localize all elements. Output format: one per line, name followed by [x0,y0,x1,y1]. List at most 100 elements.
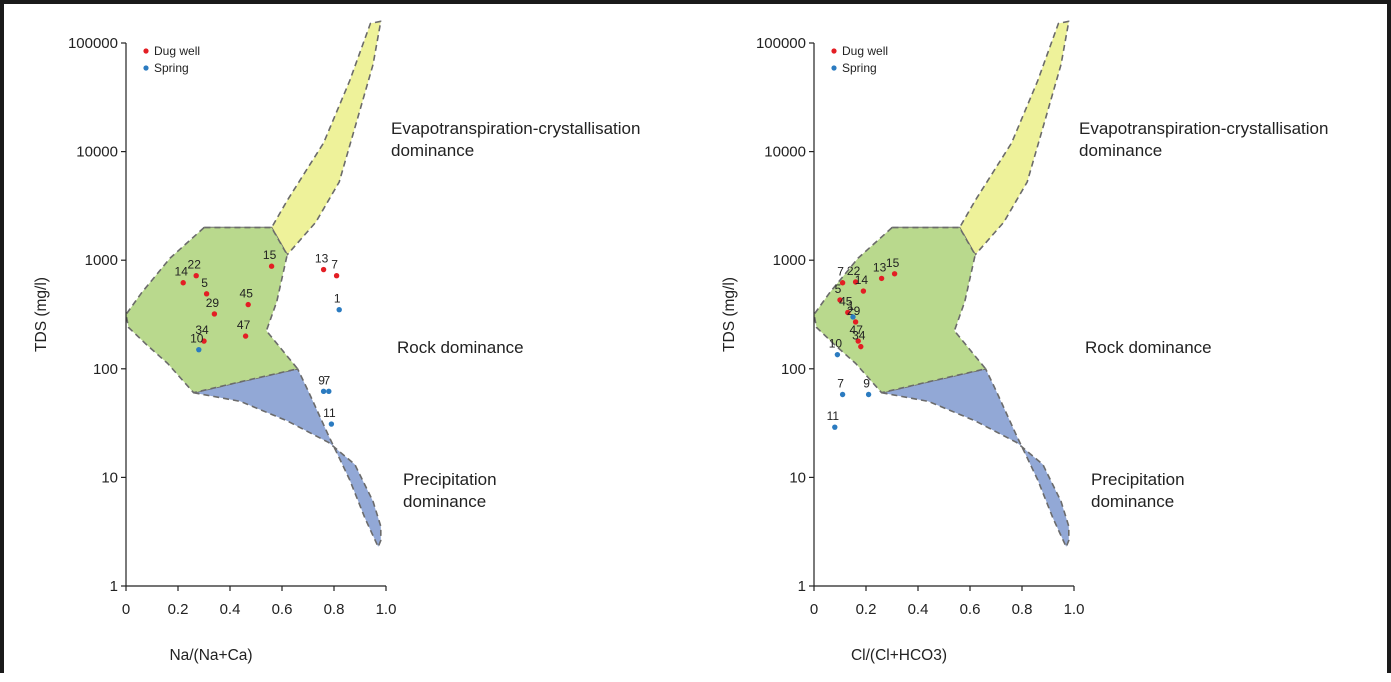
y-tick-label: 10 [789,469,806,486]
dug-well-point [860,288,867,294]
precipitation-region [192,367,382,548]
legend-marker-spring [143,65,149,71]
dug-well-point [180,280,186,286]
point-label: 11 [323,406,336,420]
y-axis-title: TDS (mg/l) [33,277,50,352]
y-tick-label: 1000 [85,252,118,269]
x-tick-label: 1.0 [376,601,397,618]
rock-region [813,226,987,394]
dug-well-point [333,272,340,279]
point-label: 1 [848,299,855,313]
point-label: 29 [847,304,861,318]
x-tick-label: 0.6 [272,601,293,618]
region-label-precipitation: dominance [403,492,486,511]
y-tick-label: 10000 [764,144,806,161]
dug-well-point [855,338,861,344]
y-tick-label: 100 [781,361,806,378]
dug-well-point [211,311,218,317]
region-label-precipitation: dominance [1091,492,1174,511]
x-tick-label: 0 [122,601,130,618]
spring-point [832,424,838,430]
x-tick-label: 0.2 [856,601,877,618]
region-label-rock: Rock dominance [1085,338,1212,357]
legend-marker-dug-well [143,48,149,54]
region-label-evaporation: Evapotranspiration-crystallisation [1079,119,1328,138]
point-label: 7 [323,373,330,387]
legend-label-spring: Spring [154,61,189,75]
point-label: 29 [206,296,220,310]
point-label: 22 [847,264,861,278]
x-tick-label: 0.8 [1012,601,1033,618]
region-label-precipitation: Precipitation [1091,470,1185,489]
point-label: 22 [188,258,202,272]
spring-point [328,421,335,427]
spring-point [196,346,202,353]
x-tick-label: 0.2 [168,601,189,618]
dug-well-point [245,301,251,308]
y-tick-label: 10 [101,469,118,486]
point-label: 34 [195,323,209,337]
evaporation-region [891,20,1070,256]
dug-well-point [845,309,851,316]
evaporation-region [203,20,382,256]
legend-label-spring: Spring [842,61,877,75]
dug-well-point [268,263,275,269]
rock-region [125,226,299,394]
region-label-evaporation: dominance [1079,141,1162,160]
point-label: 13 [315,252,329,266]
chart-na-ratio: 1 10 100 1000 10000 100000 0 0.2 0.4 0.6 0.8 1.0 Na/… [33,20,640,664]
precipitation-region [880,367,1070,548]
dug-well-point [852,279,859,285]
dug-well-point [878,275,885,282]
point-label: 10 [190,332,204,346]
y-tick-label: 100 [93,361,118,378]
y-axis-title: TDS (mg/l) [721,277,738,352]
point-label: 5 [835,282,842,296]
dug-well-point [891,271,898,277]
x-tick-label: 0.4 [220,601,241,618]
dug-well-point [193,272,199,279]
legend-label-dug-well: Dug well [154,44,200,58]
dug-well-point [203,291,210,297]
point-label: 7 [331,258,338,272]
point-label: 47 [237,318,251,332]
dug-well-point [858,343,864,350]
dug-well-point [242,333,249,339]
x-tick-label: 0.6 [960,601,981,618]
point-label: 1 [334,292,341,306]
dug-well-point [201,338,207,344]
y-tick-label: 1 [110,578,118,595]
legend-label-dug-well: Dug well [842,44,888,58]
legend-marker-dug-well [831,48,837,54]
spring-point [834,351,841,358]
point-label: 7 [837,376,844,390]
x-tick-label: 0.8 [324,601,345,618]
x-tick-label: 0 [810,601,818,618]
point-label: 47 [850,323,864,337]
chart-cl-ratio: 1 10 100 1000 10000 100000 0 0.2 0.4 0.6 0.8 1.0 Cl/… [721,20,1328,664]
point-label: 14 [855,273,869,287]
point-label: 7 [837,265,844,279]
point-label: 9 [863,376,870,390]
y-tick-label: 100000 [756,35,806,52]
point-label: 13 [873,260,887,274]
point-label: 15 [263,248,277,262]
region-label-rock: Rock dominance [397,338,524,357]
region-label-evaporation: Evapotranspiration-crystallisation [391,119,640,138]
x-axis-title: Na/(Na+Ca) [169,647,252,664]
dug-well-point [852,319,859,325]
dug-well-point [839,280,846,286]
dug-well-point [320,266,327,273]
y-tick-label: 10000 [76,144,118,161]
y-tick-label: 100000 [68,35,118,52]
spring-point [850,314,856,320]
point-label: 34 [852,329,866,343]
y-tick-label: 1000 [773,252,806,269]
point-label: 10 [829,337,843,351]
point-label: 11 [827,409,840,423]
x-tick-label: 1.0 [1064,601,1085,618]
spring-point [865,391,872,398]
region-label-evaporation: dominance [391,141,474,160]
